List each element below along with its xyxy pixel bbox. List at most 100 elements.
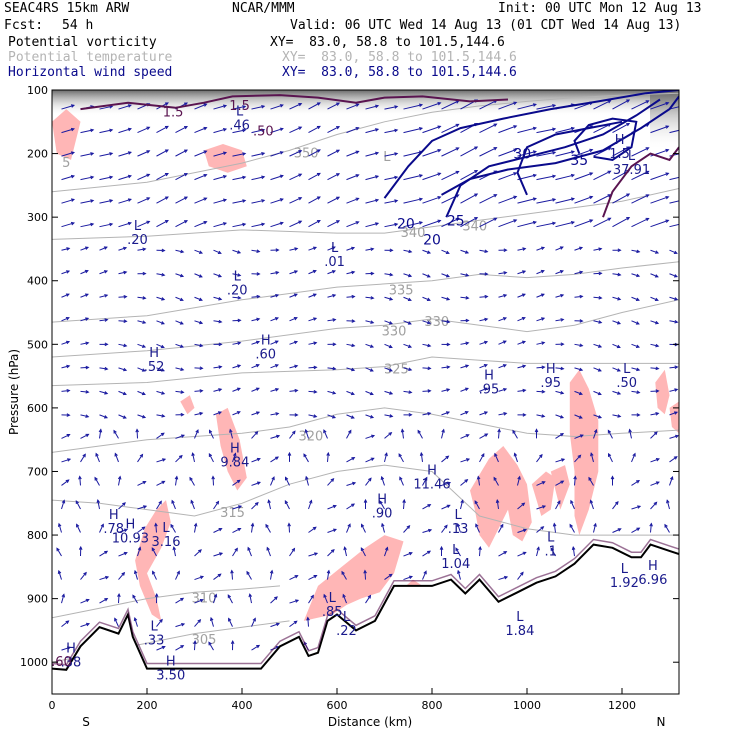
wind-vector bbox=[251, 501, 259, 510]
wind-vector-head bbox=[142, 247, 147, 252]
wind-vector-head bbox=[66, 364, 71, 369]
wind-vector-shaft bbox=[455, 548, 461, 557]
wind-vector bbox=[457, 569, 461, 580]
wind-vector-head bbox=[607, 429, 612, 434]
pv-marker-L: L bbox=[623, 362, 631, 377]
x-tick-label: 800 bbox=[422, 699, 443, 712]
wind-vector-shaft bbox=[175, 367, 184, 371]
wind-vector bbox=[588, 476, 594, 486]
wind-vector-shaft bbox=[99, 367, 108, 370]
wind-vector-shaft bbox=[194, 343, 203, 347]
wind-vector-head bbox=[222, 151, 228, 155]
wind-vector-head bbox=[513, 101, 518, 105]
wind-vector-shaft bbox=[80, 433, 89, 439]
wind-vector bbox=[118, 221, 132, 228]
wind-vector bbox=[631, 452, 636, 463]
wind-vector bbox=[498, 551, 508, 557]
wind-vector-head bbox=[255, 364, 260, 368]
wind-vector bbox=[593, 320, 603, 324]
wind-vector-shaft bbox=[308, 220, 321, 228]
wind-vector bbox=[171, 499, 176, 510]
wind-vector-head bbox=[104, 294, 109, 298]
wind-vector bbox=[327, 366, 337, 371]
wind-vector bbox=[232, 547, 238, 557]
wind-vector bbox=[403, 575, 413, 581]
wind-vector-head bbox=[82, 453, 86, 458]
wind-vector-shaft bbox=[227, 594, 233, 604]
wind-vector bbox=[175, 343, 185, 348]
wind-vector-head bbox=[127, 104, 132, 108]
wind-vector-head bbox=[578, 246, 584, 251]
wind-vector bbox=[213, 273, 223, 278]
wind-vector bbox=[99, 294, 109, 298]
pv-marker-L: L bbox=[455, 508, 463, 523]
wind-vector-head bbox=[336, 220, 341, 224]
wind-vector bbox=[232, 341, 242, 346]
wind-vector bbox=[270, 596, 278, 604]
wind-vector-shaft bbox=[574, 295, 583, 298]
wind-vector bbox=[118, 270, 128, 275]
wind-vector bbox=[441, 455, 450, 463]
wind-vector bbox=[99, 270, 109, 275]
wind-vector-shaft bbox=[231, 570, 233, 580]
wind-vector-shaft bbox=[80, 414, 89, 418]
wind-vector-head bbox=[439, 545, 444, 550]
wind-vector bbox=[536, 293, 545, 298]
wind-vector-head bbox=[170, 523, 174, 528]
wind-vector-head bbox=[117, 593, 121, 598]
wind-vector bbox=[669, 456, 678, 463]
wind-vector bbox=[669, 475, 674, 486]
wind-vector-head bbox=[394, 199, 399, 203]
wind-vector bbox=[156, 296, 166, 301]
wind-vector bbox=[251, 411, 261, 416]
wind-vector-head bbox=[234, 547, 238, 552]
wind-vector-head bbox=[636, 527, 641, 531]
wind-vector bbox=[403, 320, 412, 325]
wind-vector-head bbox=[203, 126, 208, 131]
wind-vector bbox=[384, 128, 399, 134]
wind-vector-shaft bbox=[137, 505, 147, 510]
wind-vector-head bbox=[158, 500, 162, 505]
wind-vector-head bbox=[427, 343, 432, 348]
wind-vector-head bbox=[363, 569, 367, 574]
wind-vector-head bbox=[636, 413, 641, 417]
pv-shade-region-8 bbox=[531, 471, 556, 516]
wind-vector bbox=[365, 457, 375, 463]
wind-vector bbox=[456, 522, 461, 533]
wind-vector-head bbox=[184, 173, 188, 177]
wind-vector-head bbox=[493, 147, 498, 151]
wind-vector-head bbox=[199, 411, 204, 416]
wind-vector-head bbox=[161, 480, 166, 485]
wind-vector bbox=[232, 452, 237, 463]
wind-vector-head bbox=[294, 388, 299, 393]
wind-vector-shaft bbox=[327, 549, 335, 557]
wind-vector-shaft bbox=[517, 103, 537, 110]
pv-contour-right bbox=[602, 146, 679, 218]
wind-vector-head bbox=[332, 366, 337, 371]
wind-vector bbox=[346, 221, 360, 228]
wind-vector-head bbox=[571, 546, 576, 551]
wind-vector bbox=[365, 320, 375, 324]
wind-vector bbox=[380, 475, 385, 486]
wind-vector bbox=[248, 593, 253, 604]
wind-vector bbox=[343, 546, 347, 557]
wind-vector-head bbox=[70, 221, 76, 226]
wind-vector bbox=[308, 552, 319, 557]
wind-vector-shaft bbox=[650, 102, 669, 110]
wind-vector-shaft bbox=[479, 194, 497, 204]
wind-vector bbox=[251, 249, 261, 253]
wind-vector-shaft bbox=[284, 500, 290, 510]
wind-vector bbox=[80, 222, 95, 228]
wind-vector-shaft bbox=[631, 170, 649, 181]
wind-vector bbox=[208, 429, 214, 439]
wind-vector-shaft bbox=[346, 197, 359, 204]
wind-vector bbox=[612, 528, 622, 533]
wind-vector-shaft bbox=[403, 552, 413, 557]
wind-vector bbox=[213, 593, 218, 604]
wind-vector bbox=[381, 522, 385, 533]
wind-vector-shaft bbox=[664, 524, 670, 533]
wind-vector bbox=[460, 146, 479, 157]
wind-vector-head bbox=[84, 246, 89, 250]
wind-vector-shaft bbox=[631, 390, 640, 394]
wind-vector-head bbox=[560, 480, 565, 484]
